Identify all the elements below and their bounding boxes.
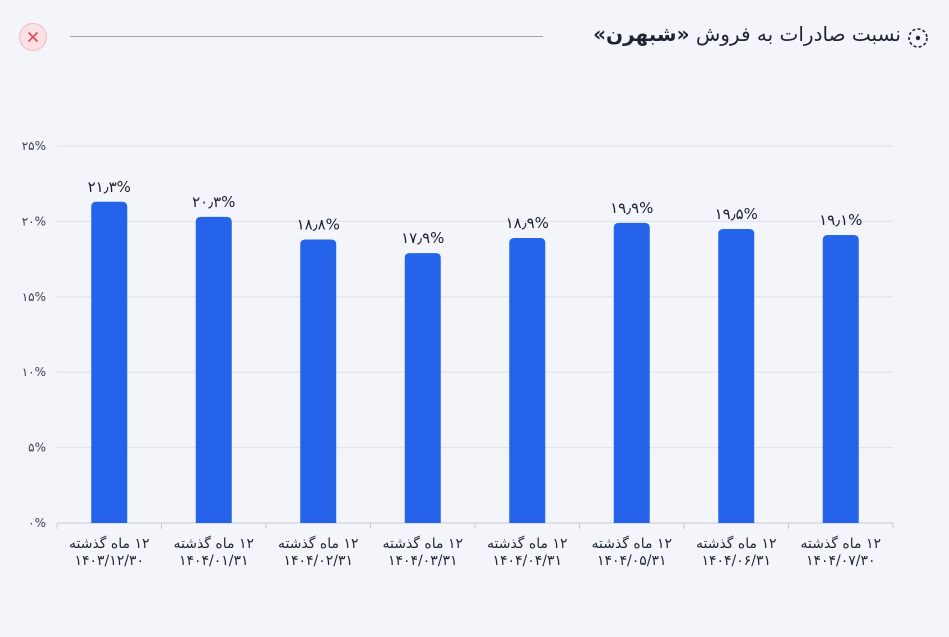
x-category-label: ۱۲ ماه گذشته [69,535,150,552]
bar [91,201,128,523]
x-category-label: ۱۴۰۴/۰۱/۳۱ [179,553,249,569]
value-label: ۲۱٫۳% [88,178,131,196]
x-category-label: ۱۲ ماه گذشته [800,535,881,552]
close-button[interactable] [19,23,47,51]
bar [195,216,232,523]
x-category-label: ۱۴۰۴/۰۶/۳۱ [701,553,771,569]
x-category-label: ۱۲ ماه گذشته [278,535,359,552]
bar [718,228,755,523]
x-category-label: ۱۲ ماه گذشته [696,535,777,552]
title-prefix: نسبت صادرات به فروش [689,22,901,46]
header: نسبت صادرات به فروش «شبهرن» [0,0,949,75]
y-tick-label: ۱۰% [22,365,46,379]
x-category-label: ۱۴۰۴/۰۳/۳۱ [388,553,458,569]
x-category-label: ۱۲ ماه گذشته [173,535,254,552]
bar [300,239,337,523]
x-category-label: ۱۴۰۴/۰۴/۳۱ [492,553,562,569]
value-label: ۱۹٫۵% [715,205,758,223]
header-divider [70,36,543,37]
y-tick-label: ۰% [28,516,46,530]
x-category-label: ۱۴۰۴/۰۵/۳۱ [597,553,667,569]
bar [613,222,650,523]
bar [822,234,859,524]
bar [509,237,546,523]
y-tick-label: ۲۵% [22,139,46,153]
x-category-label: ۱۲ ماه گذشته [487,535,568,552]
value-label: ۱۹٫۹% [610,199,653,217]
value-label: ۲۰٫۳% [192,193,235,211]
value-label: ۱۹٫۱% [819,211,862,229]
x-category-label: ۱۴۰۳/۱۲/۳۰ [74,553,144,569]
x-category-label: ۱۴۰۴/۰۷/۳۰ [806,553,876,569]
close-icon [28,32,38,42]
title-company: «شبهرن» [593,22,690,46]
x-category-label: ۱۴۰۴/۰۲/۳۱ [283,553,353,569]
dotted-circle-icon [908,28,928,48]
x-category-label: ۱۲ ماه گذشته [382,535,463,552]
x-category-label: ۱۲ ماه گذشته [591,535,672,552]
chart-title: نسبت صادرات به فروش «شبهرن» [593,22,901,46]
bar [404,253,441,523]
value-label: ۱۸٫۹% [506,214,549,232]
y-tick-label: ۲۰% [22,214,46,228]
y-tick-label: ۵% [28,441,46,455]
value-label: ۱۷٫۹% [401,229,444,247]
value-label: ۱۸٫۸% [297,215,340,233]
y-tick-label: ۱۵% [22,290,46,304]
